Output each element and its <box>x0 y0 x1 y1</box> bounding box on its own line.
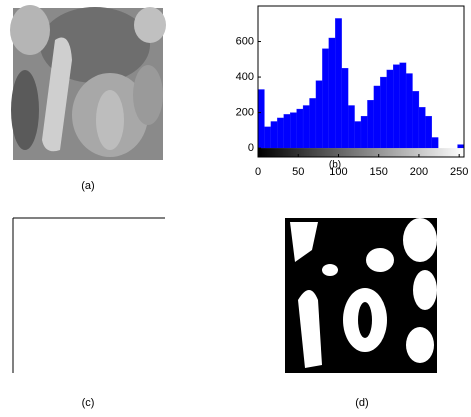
bar <box>367 100 373 148</box>
bar <box>419 107 425 148</box>
x-tick-label: 200 <box>410 166 428 178</box>
bar <box>348 105 354 148</box>
y-tick-label: 600 <box>236 35 254 47</box>
y-tick-label: 0 <box>248 142 254 154</box>
bar <box>361 116 367 148</box>
y-tick-label: 400 <box>236 71 254 83</box>
x-tick-label: 250 <box>450 166 468 178</box>
bar <box>297 109 303 148</box>
caption: (c) <box>82 397 95 409</box>
x-tick-label: 150 <box>370 166 388 178</box>
bar <box>335 18 341 148</box>
bar <box>432 137 438 148</box>
bar <box>264 127 270 148</box>
bar <box>374 86 380 148</box>
bar <box>406 74 412 149</box>
bar <box>271 121 277 148</box>
bar <box>277 118 283 148</box>
empty-axes <box>13 218 165 373</box>
colorbar <box>258 148 464 157</box>
bar <box>393 65 399 148</box>
caption: (d) <box>355 397 368 409</box>
bar <box>303 105 309 148</box>
bar <box>458 145 464 149</box>
caption: (a) <box>81 180 94 192</box>
bar <box>258 89 264 148</box>
bar <box>284 114 290 148</box>
grayscale-image <box>10 5 166 160</box>
bar <box>342 68 348 148</box>
bar <box>400 63 406 148</box>
bar <box>329 38 335 148</box>
bar <box>380 77 386 148</box>
bar <box>387 70 393 148</box>
bar <box>290 113 296 149</box>
x-tick-label: 0 <box>255 166 261 178</box>
figure: (a) 0200400600050100150200250 (b) (c) (d… <box>0 0 471 412</box>
y-tick-label: 200 <box>236 106 254 118</box>
bar <box>322 49 328 148</box>
binary-image <box>285 218 437 373</box>
x-tick-label: 50 <box>292 166 304 178</box>
bar <box>425 116 431 148</box>
caption: (b) <box>329 160 341 171</box>
bar <box>355 121 361 148</box>
bar <box>310 98 316 148</box>
bar <box>413 91 419 148</box>
bar <box>316 81 322 149</box>
